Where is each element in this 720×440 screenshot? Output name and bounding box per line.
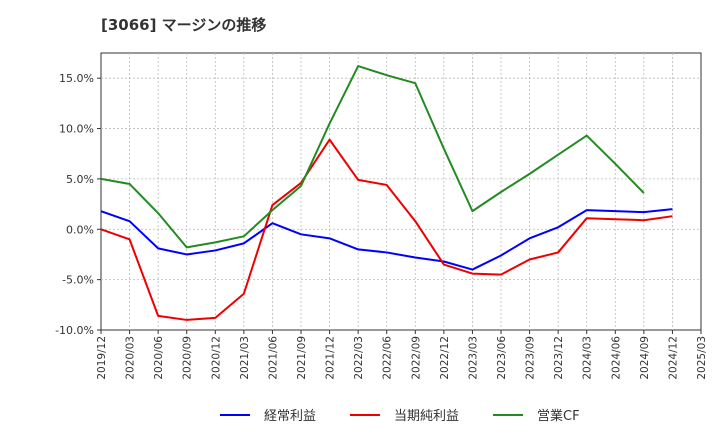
y-tick-label: 5.0% (66, 173, 94, 186)
y-tick-label: -5.0% (62, 274, 94, 287)
y-tick-label: 10.0% (59, 123, 94, 136)
y-tick-label: 15.0% (59, 72, 94, 85)
x-tick-label: 2025/03 (696, 336, 708, 380)
x-tick-label: 2023/12 (553, 336, 565, 380)
x-tick-label: 2021/03 (239, 336, 251, 380)
x-tick-label: 2020/12 (210, 336, 222, 380)
legend-label-2: 当期純利益 (394, 409, 459, 424)
x-tick-label: 2021/09 (296, 336, 308, 380)
chart-title: [3066] マージンの推移 (101, 16, 267, 34)
x-tick-label: 2024/06 (610, 336, 622, 380)
series-line-2 (100, 138, 673, 321)
x-tick-label: 2024/09 (639, 336, 651, 380)
y-tick-label: -10.0% (55, 324, 94, 337)
x-tick-label: 2023/09 (525, 336, 537, 380)
x-tick-label: 2022/12 (439, 336, 451, 380)
legend-label-1: 経常利益 (264, 409, 316, 424)
series-line-3 (100, 65, 645, 249)
x-tick-label: 2020/03 (125, 336, 137, 380)
x-tick-label: 2023/06 (496, 336, 508, 380)
x-tick-label: 2024/12 (667, 336, 679, 380)
plot-area (100, 52, 702, 331)
series-line-1 (100, 208, 673, 271)
x-tick-label: 2022/09 (410, 336, 422, 380)
x-tick-label: 2021/12 (325, 336, 337, 380)
legend-label-3: 営業CF (537, 408, 580, 424)
x-tick-label: 2023/03 (467, 336, 479, 380)
x-tick-label: 2019/12 (96, 336, 108, 380)
x-tick-label: 2022/06 (382, 336, 394, 380)
x-tick-label: 2020/06 (153, 336, 165, 380)
x-tick-label: 2020/09 (182, 336, 194, 380)
x-tick-label: 2022/03 (353, 336, 365, 380)
x-tick-label: 2021/06 (267, 336, 279, 380)
y-tick-label: 0.0% (66, 223, 94, 236)
x-tick-label: 2024/03 (582, 336, 594, 380)
